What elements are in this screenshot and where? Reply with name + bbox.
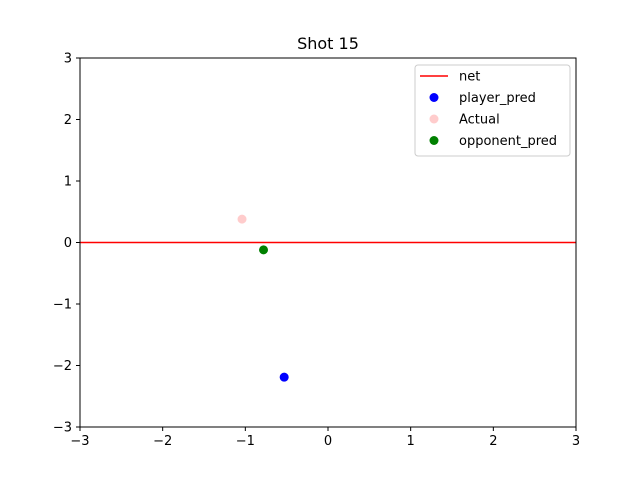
legend: net player_pred Actual opponent_pred [414,64,571,157]
y-tick-label: −3 [53,421,72,436]
x-tick-label: −1 [236,434,255,449]
point-opponent-pred [259,245,269,255]
point-player-pred [279,372,289,382]
legend-label-actual: Actual [459,113,500,128]
x-tick-label: 0 [324,434,332,449]
y-tick-label: 0 [64,236,72,251]
legend-swatch-player-pred [429,93,439,102]
chart-title: Shot 15 [297,34,359,53]
legend-swatch-Actual [429,114,439,124]
y-tick-label: −2 [53,359,72,374]
legend-label-net: net [459,70,480,85]
x-tick-label: 1 [407,434,415,449]
x-tick-label: 2 [489,434,497,449]
y-tick-label: 1 [64,175,72,190]
y-tick-label: 2 [64,113,72,128]
legend-label-player-pred: player_pred [459,91,536,106]
x-tick-label: −2 [153,434,172,449]
legend-swatch-opponent-pred [429,136,439,145]
y-tick-label: −1 [53,298,72,313]
y-tick-label: 3 [64,52,72,67]
legend-label-opponent-pred: opponent_pred [459,134,557,149]
legend-box [414,64,571,157]
x-tick-label: −3 [70,434,89,449]
x-tick-label: 3 [572,434,580,449]
point-Actual [237,214,247,224]
